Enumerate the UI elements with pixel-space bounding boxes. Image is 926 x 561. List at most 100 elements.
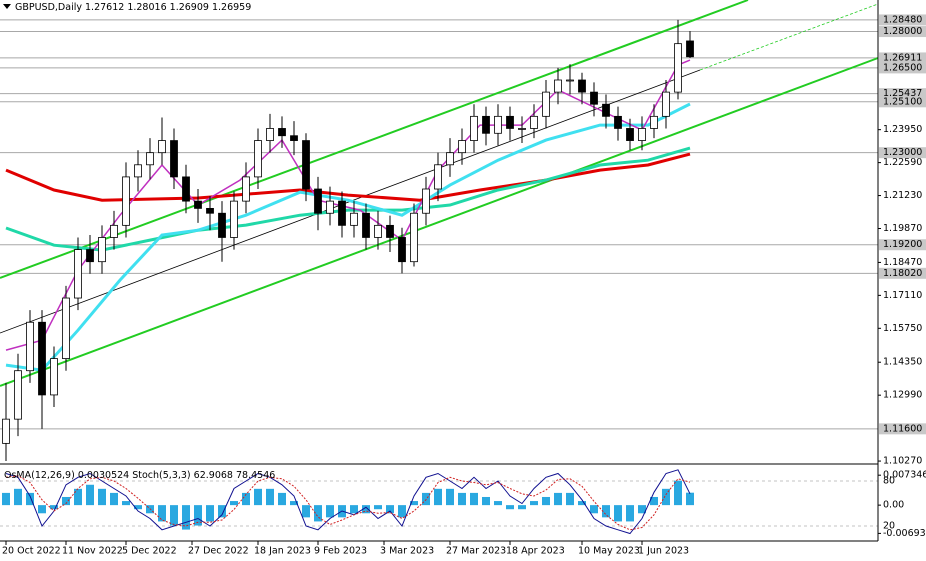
osma-bar <box>542 496 550 506</box>
osma-bar <box>26 492 34 506</box>
osma-bar <box>206 505 214 522</box>
stoch-name: Stoch(5,3,3) <box>132 470 190 481</box>
x-tick-label: 9 Feb 2023 <box>314 546 367 557</box>
osma-bar <box>446 488 454 506</box>
osma-bar <box>74 488 82 506</box>
chart-header: GBPUSD,Daily 1.27612 1.28016 1.26909 1.2… <box>15 2 251 13</box>
channel-lower <box>0 57 879 387</box>
candle-body <box>278 128 286 137</box>
osma-bar <box>62 496 70 506</box>
level-label: 1.26911 <box>883 52 922 63</box>
y-tick-label: 1.23950 <box>883 124 922 135</box>
osma-bar <box>458 492 466 506</box>
y-tick-label: 1.12990 <box>883 390 922 401</box>
moving-average <box>5 146 691 252</box>
candle-body <box>98 237 106 263</box>
candle-body <box>314 188 322 214</box>
osma-bar <box>134 505 142 510</box>
osma-bar <box>530 501 538 506</box>
osma-tick-label: 0.00 <box>883 500 904 511</box>
candle-body <box>566 79 574 82</box>
osma-bar <box>50 505 58 510</box>
moving-average <box>5 102 691 372</box>
candle-body <box>578 79 586 93</box>
candle-body <box>422 188 430 214</box>
x-tick-label: 20 Oct 2022 <box>2 546 61 557</box>
candle-body <box>134 164 142 178</box>
level-label-box <box>879 423 926 435</box>
candle-body <box>122 176 130 226</box>
moving-average <box>5 152 691 202</box>
osma-bar <box>578 501 586 506</box>
osma-bar <box>662 488 670 506</box>
stoch-tick-label: 80 <box>883 476 895 487</box>
osma-bar <box>218 505 226 518</box>
y-tick-label: 1.22590 <box>883 157 922 168</box>
candle-body <box>14 370 22 420</box>
osma-bar <box>122 501 130 506</box>
candle-body <box>338 200 346 226</box>
y-tick-label: 1.14350 <box>883 357 922 368</box>
osma-bar <box>602 505 610 518</box>
candle-body <box>518 128 526 130</box>
level-label-box <box>879 96 926 108</box>
osma-bar <box>170 505 178 526</box>
osma-bar <box>482 496 490 506</box>
x-tick-label: 5 Dec 2022 <box>122 546 177 557</box>
x-tick-label: 11 Nov 2022 <box>62 546 123 557</box>
y-tick-label: 1.17110 <box>883 290 922 301</box>
candle-body <box>650 115 658 129</box>
level-label-box <box>879 88 926 100</box>
osma-bar <box>590 505 598 514</box>
osma-bar <box>158 505 166 522</box>
candle-body <box>158 140 166 154</box>
osma-bar <box>314 505 322 522</box>
open: 1.27612 <box>85 2 124 13</box>
x-tick-label: 27 Mar 2023 <box>446 546 506 557</box>
menu-arrow[interactable] <box>3 4 11 9</box>
level-label: 1.23000 <box>883 147 922 158</box>
osma-bar <box>638 505 646 514</box>
osma-bar <box>494 501 502 506</box>
osma-bar <box>374 505 382 510</box>
candle-body <box>482 115 490 134</box>
close: 1.26959 <box>212 2 251 13</box>
candle-body <box>350 212 358 226</box>
osma-bar <box>350 505 358 514</box>
level-label: 1.19200 <box>883 239 922 250</box>
candle-body <box>218 212 226 238</box>
osma-bar <box>110 492 118 506</box>
level-label-box <box>879 239 926 251</box>
osma-bar <box>650 496 658 506</box>
candle-body <box>254 140 262 178</box>
candle-body <box>638 128 646 141</box>
osma-bar <box>554 492 562 506</box>
candle-body <box>326 200 334 214</box>
osma-bar <box>566 492 574 506</box>
osma-bar <box>326 505 334 518</box>
candle-body <box>458 140 466 154</box>
osma-bar <box>98 488 106 506</box>
candle-body <box>86 249 94 263</box>
level-label: 1.28000 <box>883 26 922 37</box>
osma-bar <box>14 488 22 506</box>
candle-body <box>170 140 178 178</box>
candle-body <box>494 115 502 134</box>
osma-bar <box>626 505 634 522</box>
level-label-box <box>879 26 926 38</box>
low: 1.26909 <box>170 2 209 13</box>
x-tick-label: 18 Jan 2023 <box>254 546 311 557</box>
candle-body <box>434 164 442 190</box>
candle-body <box>530 115 538 129</box>
stoch-line <box>5 469 691 535</box>
osma-value: 0.0030524 <box>78 470 129 481</box>
stoch-main: 62.9068 <box>194 470 233 481</box>
candle-body <box>398 237 406 263</box>
candle-body <box>242 176 250 202</box>
level-label: 1.18020 <box>883 268 922 279</box>
candle-body <box>38 321 46 396</box>
candle-body <box>374 224 382 238</box>
osma-bar <box>686 492 694 506</box>
